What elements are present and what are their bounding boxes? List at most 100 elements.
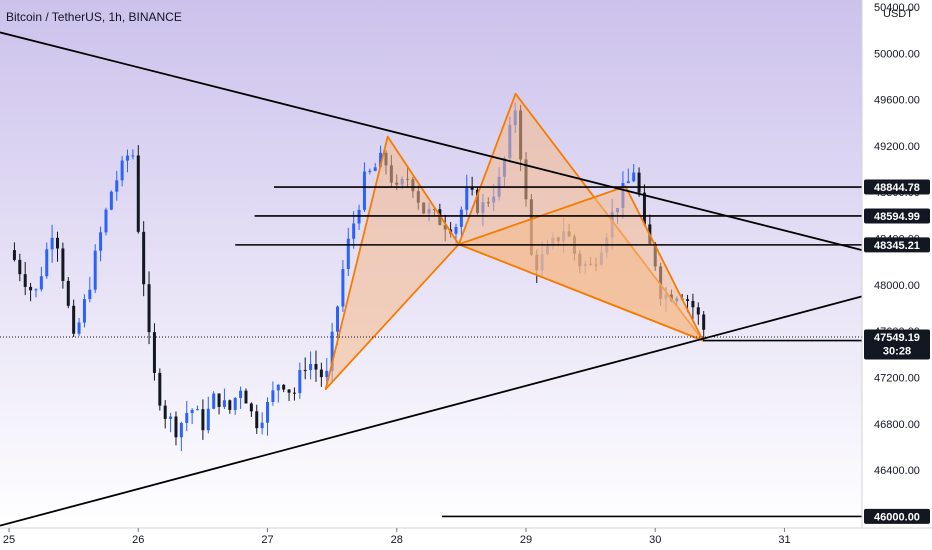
candle-body xyxy=(77,322,81,334)
current-price-badge-label: 47549.19 xyxy=(874,332,920,344)
candle-body xyxy=(352,223,356,239)
candle-body xyxy=(287,389,291,393)
candle-body xyxy=(12,250,16,260)
candle-body xyxy=(131,155,135,157)
candle-body xyxy=(163,405,167,419)
price-levels xyxy=(0,186,862,518)
candle-body xyxy=(185,413,189,423)
candle-body xyxy=(109,191,113,210)
candle-body xyxy=(239,390,243,398)
candle-body xyxy=(249,403,253,412)
level-48345-badge-bg xyxy=(864,237,930,253)
candle-body xyxy=(196,409,200,411)
x-tick-label: 25 xyxy=(3,534,15,546)
time-axis-panel xyxy=(0,528,932,550)
x-tick-label: 26 xyxy=(132,534,144,546)
candle-body xyxy=(696,307,700,315)
x-tick-label: 28 xyxy=(391,534,403,546)
candle-body xyxy=(169,416,173,419)
chart-title: Bitcoin / TetherUS, 1h, BINANCE xyxy=(6,10,182,24)
candle-body xyxy=(115,180,119,192)
candle-body xyxy=(228,400,232,410)
candle-body xyxy=(459,209,463,227)
candle-body xyxy=(642,192,646,225)
candle-body xyxy=(99,232,103,251)
candle-body xyxy=(465,187,469,210)
level-48594-badge-label: 48594.99 xyxy=(874,211,920,223)
level-46000-badge-label: 46000.00 xyxy=(874,511,920,523)
candle-body xyxy=(346,238,350,270)
y-tick-label: 50000.00 xyxy=(874,48,920,60)
candle-body xyxy=(50,237,54,250)
candle-body xyxy=(298,369,302,394)
currency-label: USDT xyxy=(883,8,913,20)
candle-body xyxy=(136,155,140,232)
candle-body xyxy=(637,172,641,193)
candle-body xyxy=(341,269,345,307)
candle-body xyxy=(212,393,216,409)
candle-body xyxy=(104,209,108,233)
candle-body xyxy=(368,170,372,172)
candle-body xyxy=(39,276,43,290)
candle-body xyxy=(292,392,296,394)
candle-body xyxy=(18,259,22,275)
candle-body xyxy=(379,152,383,168)
harmonic-pattern xyxy=(324,92,704,391)
x-axis-ticks: 25 26 27 28 29 30 31 xyxy=(3,528,791,546)
ascending-trendline xyxy=(0,295,863,527)
candle-body xyxy=(266,401,270,423)
x-tick-label: 27 xyxy=(261,534,273,546)
candle-body xyxy=(217,393,221,407)
candle-body xyxy=(88,289,92,300)
candle-body xyxy=(66,280,70,306)
candle-body xyxy=(190,409,194,414)
x-tick-label: 30 xyxy=(649,534,661,546)
y-tick-label: 48000.00 xyxy=(874,280,920,292)
candle-body xyxy=(309,363,313,371)
candle-body xyxy=(126,155,130,161)
price-badges: 48844.7848594.9948345.2147519.0146000.00… xyxy=(864,179,930,524)
level-48594-badge-bg xyxy=(864,208,930,224)
candle-body xyxy=(61,248,65,281)
candle-body xyxy=(373,167,377,171)
candle-body xyxy=(702,314,706,330)
level-48844-badge-bg xyxy=(864,179,930,195)
trendlines xyxy=(0,31,863,527)
candle-body xyxy=(470,187,474,190)
y-tick-label: 46800.00 xyxy=(874,419,920,431)
candle-body xyxy=(260,422,264,429)
level-48345-badge-label: 48345.21 xyxy=(874,240,920,252)
candle-body xyxy=(120,160,124,181)
candle-body xyxy=(233,397,237,410)
candle-body xyxy=(201,409,205,431)
candle-body xyxy=(206,408,210,431)
candle-body xyxy=(45,249,49,277)
candle-body xyxy=(56,237,60,249)
candle-body xyxy=(152,332,156,373)
candle-body xyxy=(454,226,458,234)
candle-body xyxy=(158,372,162,406)
level-48844-badge-label: 48844.78 xyxy=(874,182,920,194)
candle-body xyxy=(72,305,76,334)
y-tick-label: 49200.00 xyxy=(874,141,920,153)
candle-body xyxy=(93,250,97,290)
candle-body xyxy=(222,400,226,407)
candle-body xyxy=(314,363,318,370)
candle-body xyxy=(691,300,695,308)
price-axis-panel xyxy=(862,0,932,528)
candle-body xyxy=(271,390,275,402)
candle-body xyxy=(362,171,366,210)
candle-body xyxy=(23,274,27,287)
candle-body xyxy=(142,231,146,285)
candle-body xyxy=(147,284,151,333)
current-price-badge-bg xyxy=(864,329,930,360)
level-46000-badge-bg xyxy=(864,508,930,524)
x-tick-label: 29 xyxy=(520,534,532,546)
candle-body xyxy=(82,299,86,323)
candle-body xyxy=(255,411,259,429)
candle-body xyxy=(626,181,630,184)
x-tick-label: 31 xyxy=(778,534,790,546)
candle-body xyxy=(325,370,329,378)
